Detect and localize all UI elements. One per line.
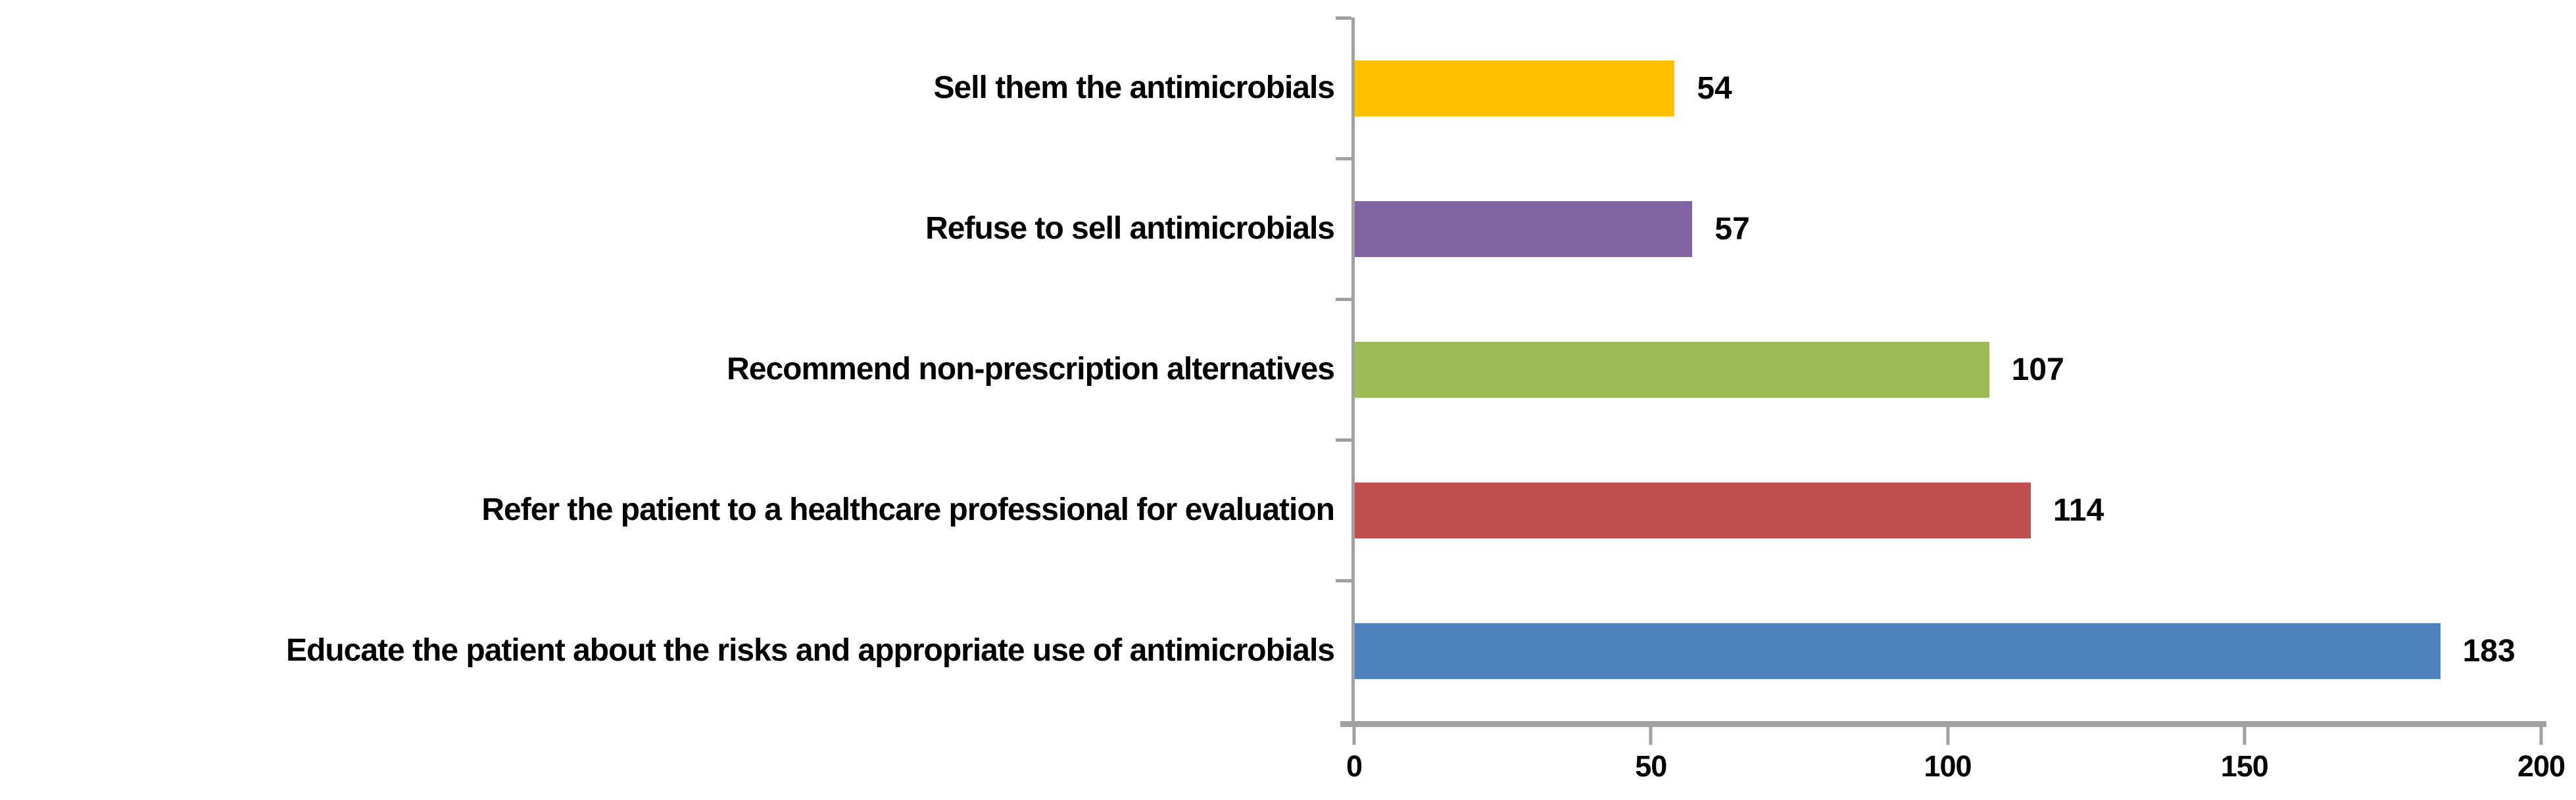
bar-track: 114 [1354, 440, 2541, 580]
bar [1354, 200, 1693, 257]
x-axis-tick-label: 150 [2220, 749, 2269, 783]
x-axis-line [1340, 721, 2546, 727]
bar-track: 54 [1354, 18, 2541, 158]
y-ticks [1336, 16, 1351, 721]
y-axis-tick [1336, 579, 1351, 582]
x-axis-tick-label: 0 [1346, 749, 1363, 783]
value-label: 54 [1697, 70, 1732, 106]
category-label: Refuse to sell antimicrobials [925, 211, 1335, 247]
value-label: 107 [2011, 352, 2064, 387]
x-axis-tick [2243, 727, 2247, 745]
bar-track: 107 [1354, 299, 2541, 440]
x-axis-tick-label: 50 [1635, 749, 1667, 783]
category-label: Recommend non-prescription alternatives [727, 352, 1335, 387]
bar-row: Refer the patient to a healthcare profes… [0, 440, 2541, 580]
bar-track: 183 [1354, 580, 2541, 721]
bar [1354, 341, 1989, 398]
bar-row: Educate the patient about the risks and … [0, 580, 2541, 721]
y-axis-tick [1336, 16, 1351, 20]
bar [1354, 60, 1675, 116]
x-axis-tick [1946, 727, 1949, 745]
x-axis-tick [1649, 727, 1653, 745]
x-axis-tick [1352, 727, 1356, 745]
x-ticks [1352, 727, 2543, 745]
value-label: 114 [2053, 492, 2104, 528]
bar-row: Recommend non-prescription alternatives … [0, 299, 2541, 440]
y-axis-tick [1336, 157, 1351, 160]
category-label: Refer the patient to a healthcare profes… [481, 492, 1335, 528]
x-axis-tick-label: 100 [1924, 749, 1972, 783]
bar [1354, 482, 2031, 538]
y-axis-tick [1336, 438, 1351, 442]
y-axis-line [1351, 18, 1355, 727]
rows: Sell them the antimicrobials 54 Refuse t… [0, 18, 2541, 721]
x-axis-tick-label: 200 [2517, 749, 2565, 783]
bar-track: 57 [1354, 158, 2541, 299]
bar [1354, 623, 2441, 679]
category-label: Educate the patient about the risks and … [286, 633, 1335, 669]
value-label: 57 [1714, 211, 1750, 247]
bar-row: Refuse to sell antimicrobials 57 [0, 158, 2541, 299]
x-axis-labels: 0 50 100 150 200 [1346, 749, 2565, 789]
value-label: 183 [2462, 633, 2515, 669]
x-axis-tick [2539, 727, 2543, 745]
bar-row: Sell them the antimicrobials 54 [0, 18, 2541, 158]
category-label: Sell them the antimicrobials [933, 70, 1336, 106]
y-axis-tick [1336, 298, 1351, 301]
